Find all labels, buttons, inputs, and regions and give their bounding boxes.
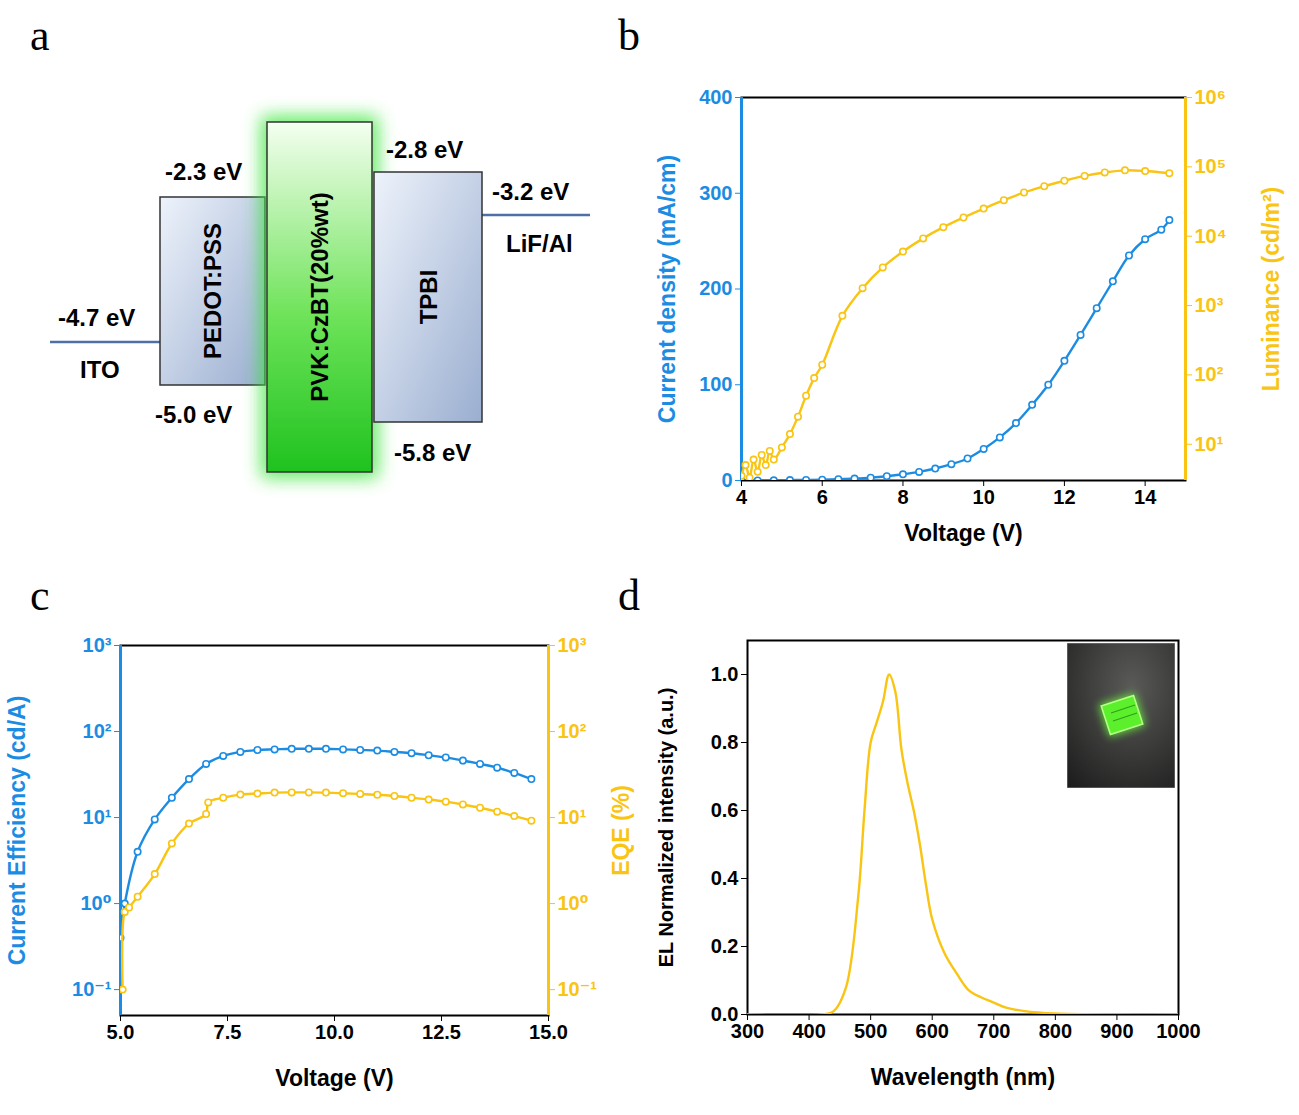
- svg-text:10¹: 10¹: [1195, 433, 1224, 455]
- svg-text:12.5: 12.5: [422, 1021, 461, 1043]
- svg-text:10: 10: [973, 486, 995, 508]
- svg-text:10⁰: 10⁰: [558, 892, 589, 914]
- svg-text:15.0: 15.0: [529, 1021, 568, 1043]
- svg-text:0.6: 0.6: [711, 799, 739, 821]
- svg-text:10²: 10²: [1195, 363, 1224, 385]
- html-text:a: a: [30, 11, 50, 60]
- svg-text:-5.8 eV: -5.8 eV: [394, 439, 471, 466]
- svg-text:10⁰: 10⁰: [80, 892, 111, 914]
- svg-text:10¹: 10¹: [558, 806, 587, 828]
- svg-text:12: 12: [1053, 486, 1075, 508]
- svg-text:Luminance (cd/m²): Luminance (cd/m²): [1258, 187, 1284, 391]
- svg-text:0.2: 0.2: [711, 935, 739, 957]
- svg-text:10⁻¹: 10⁻¹: [72, 978, 112, 1000]
- svg-text:700: 700: [977, 1020, 1010, 1042]
- svg-text:300: 300: [730, 1019, 765, 1042]
- html-text:b: b: [618, 11, 640, 60]
- svg-text:Voltage (V): Voltage (V): [904, 520, 1022, 546]
- svg-text:100: 100: [699, 373, 732, 395]
- svg-text:10.0: 10.0: [315, 1021, 354, 1043]
- svg-text:10⁴: 10⁴: [1195, 225, 1227, 247]
- svg-text:10³: 10³: [83, 634, 112, 656]
- svg-text:-4.7 eV: -4.7 eV: [58, 304, 135, 331]
- svg-text:TPBI: TPBI: [415, 270, 442, 325]
- html-text:d: d: [618, 571, 640, 620]
- svg-text:800: 800: [1039, 1020, 1072, 1042]
- svg-text:10²: 10²: [558, 720, 587, 742]
- svg-text:6: 6: [817, 486, 828, 508]
- svg-text:1000: 1000: [1156, 1020, 1201, 1042]
- svg-text:400: 400: [699, 86, 732, 108]
- svg-text:0.0: 0.0: [711, 1003, 739, 1025]
- svg-text:10⁻¹: 10⁻¹: [558, 978, 598, 1000]
- svg-text:10²: 10²: [83, 720, 112, 742]
- svg-text:14: 14: [1134, 486, 1157, 508]
- svg-text:10⁵: 10⁵: [1195, 155, 1227, 177]
- svg-text:0.8: 0.8: [711, 731, 739, 753]
- svg-text:300: 300: [699, 182, 732, 204]
- svg-text:Current Efficiency (cd/A): Current Efficiency (cd/A): [4, 696, 30, 966]
- svg-text:0: 0: [721, 469, 732, 491]
- svg-text:Voltage (V): Voltage (V): [275, 1065, 393, 1091]
- svg-text:900: 900: [1100, 1020, 1133, 1042]
- svg-text:EL Normalized intensity (a.u.): EL Normalized intensity (a.u.): [655, 688, 677, 968]
- svg-text:600: 600: [916, 1020, 949, 1042]
- svg-text:7.5: 7.5: [214, 1021, 242, 1043]
- svg-text:EQE (%): EQE (%): [608, 785, 634, 876]
- svg-text:-2.3 eV: -2.3 eV: [165, 158, 242, 185]
- svg-text:ITO: ITO: [80, 356, 120, 383]
- svg-text:8: 8: [897, 486, 908, 508]
- svg-text:10³: 10³: [1195, 294, 1224, 316]
- svg-text:0.4: 0.4: [711, 867, 740, 889]
- svg-text:4: 4: [736, 486, 748, 508]
- svg-text:500: 500: [854, 1020, 887, 1042]
- svg-text:-2.8 eV: -2.8 eV: [386, 136, 463, 163]
- svg-text:LiF/Al: LiF/Al: [506, 230, 573, 257]
- svg-text:PVK:CzBT(20%wt): PVK:CzBT(20%wt): [306, 192, 333, 401]
- svg-text:200: 200: [699, 277, 732, 299]
- svg-text:-5.0 eV: -5.0 eV: [155, 401, 232, 428]
- svg-text:10³: 10³: [558, 634, 587, 656]
- svg-text:400: 400: [792, 1020, 825, 1042]
- svg-text:PEDOT:PSS: PEDOT:PSS: [199, 223, 226, 359]
- svg-text:Wavelength (nm): Wavelength (nm): [871, 1064, 1055, 1090]
- svg-text:10⁶: 10⁶: [1195, 86, 1226, 108]
- svg-text:5.0: 5.0: [107, 1021, 135, 1043]
- svg-text:Current density (mA/cm): Current density (mA/cm): [654, 155, 680, 423]
- html-text:c: c: [30, 571, 50, 620]
- svg-text:-3.2 eV: -3.2 eV: [492, 178, 569, 205]
- svg-text:10¹: 10¹: [83, 806, 112, 828]
- svg-text:1.0: 1.0: [711, 663, 739, 685]
